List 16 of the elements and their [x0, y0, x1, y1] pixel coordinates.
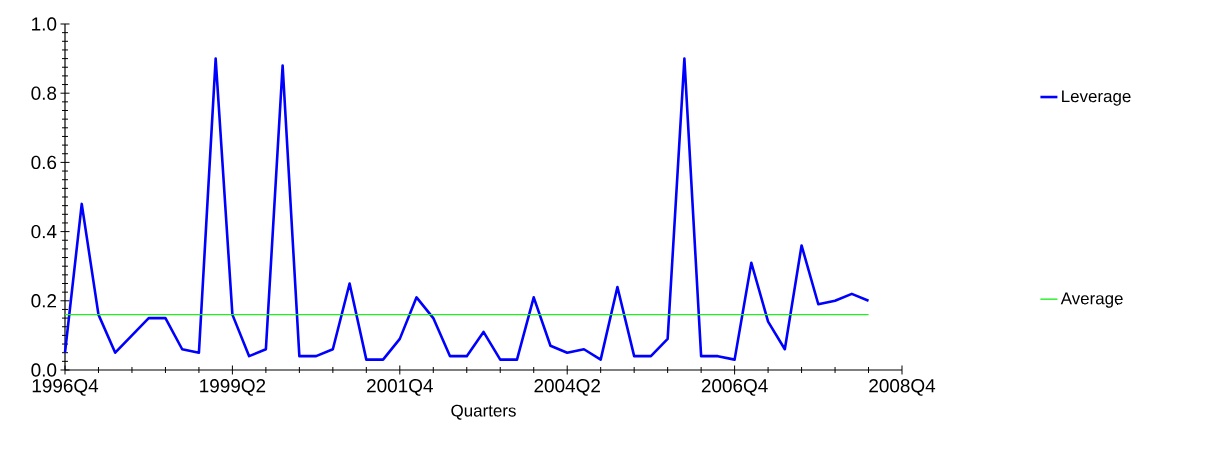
- y-tick-label: 0.0: [31, 363, 57, 377]
- x-tick-label: 2004Q2: [534, 379, 600, 396]
- y-tick-label: 0.6: [31, 155, 57, 170]
- legend-label: Leverage: [1062, 90, 1131, 106]
- x-tick-label: 1999Q2: [200, 379, 266, 396]
- line-series: [63, 57, 870, 361]
- x-tick-label: 2008Q4: [869, 379, 936, 396]
- x-tick-label: 1996Q4: [32, 379, 99, 396]
- legend-label: Average: [1060, 292, 1123, 308]
- y-tick-label: 0.8: [31, 86, 57, 100]
- y-tick-label: 0.2: [31, 294, 57, 308]
- y-tick-label: 0.4: [31, 224, 57, 239]
- x-tick-label: 2001Q4: [367, 379, 433, 396]
- x-tick-label: 2006Q4: [701, 379, 768, 396]
- x-axis-title: Quarters: [451, 404, 516, 420]
- y-tick-label: 1.0: [32, 17, 57, 31]
